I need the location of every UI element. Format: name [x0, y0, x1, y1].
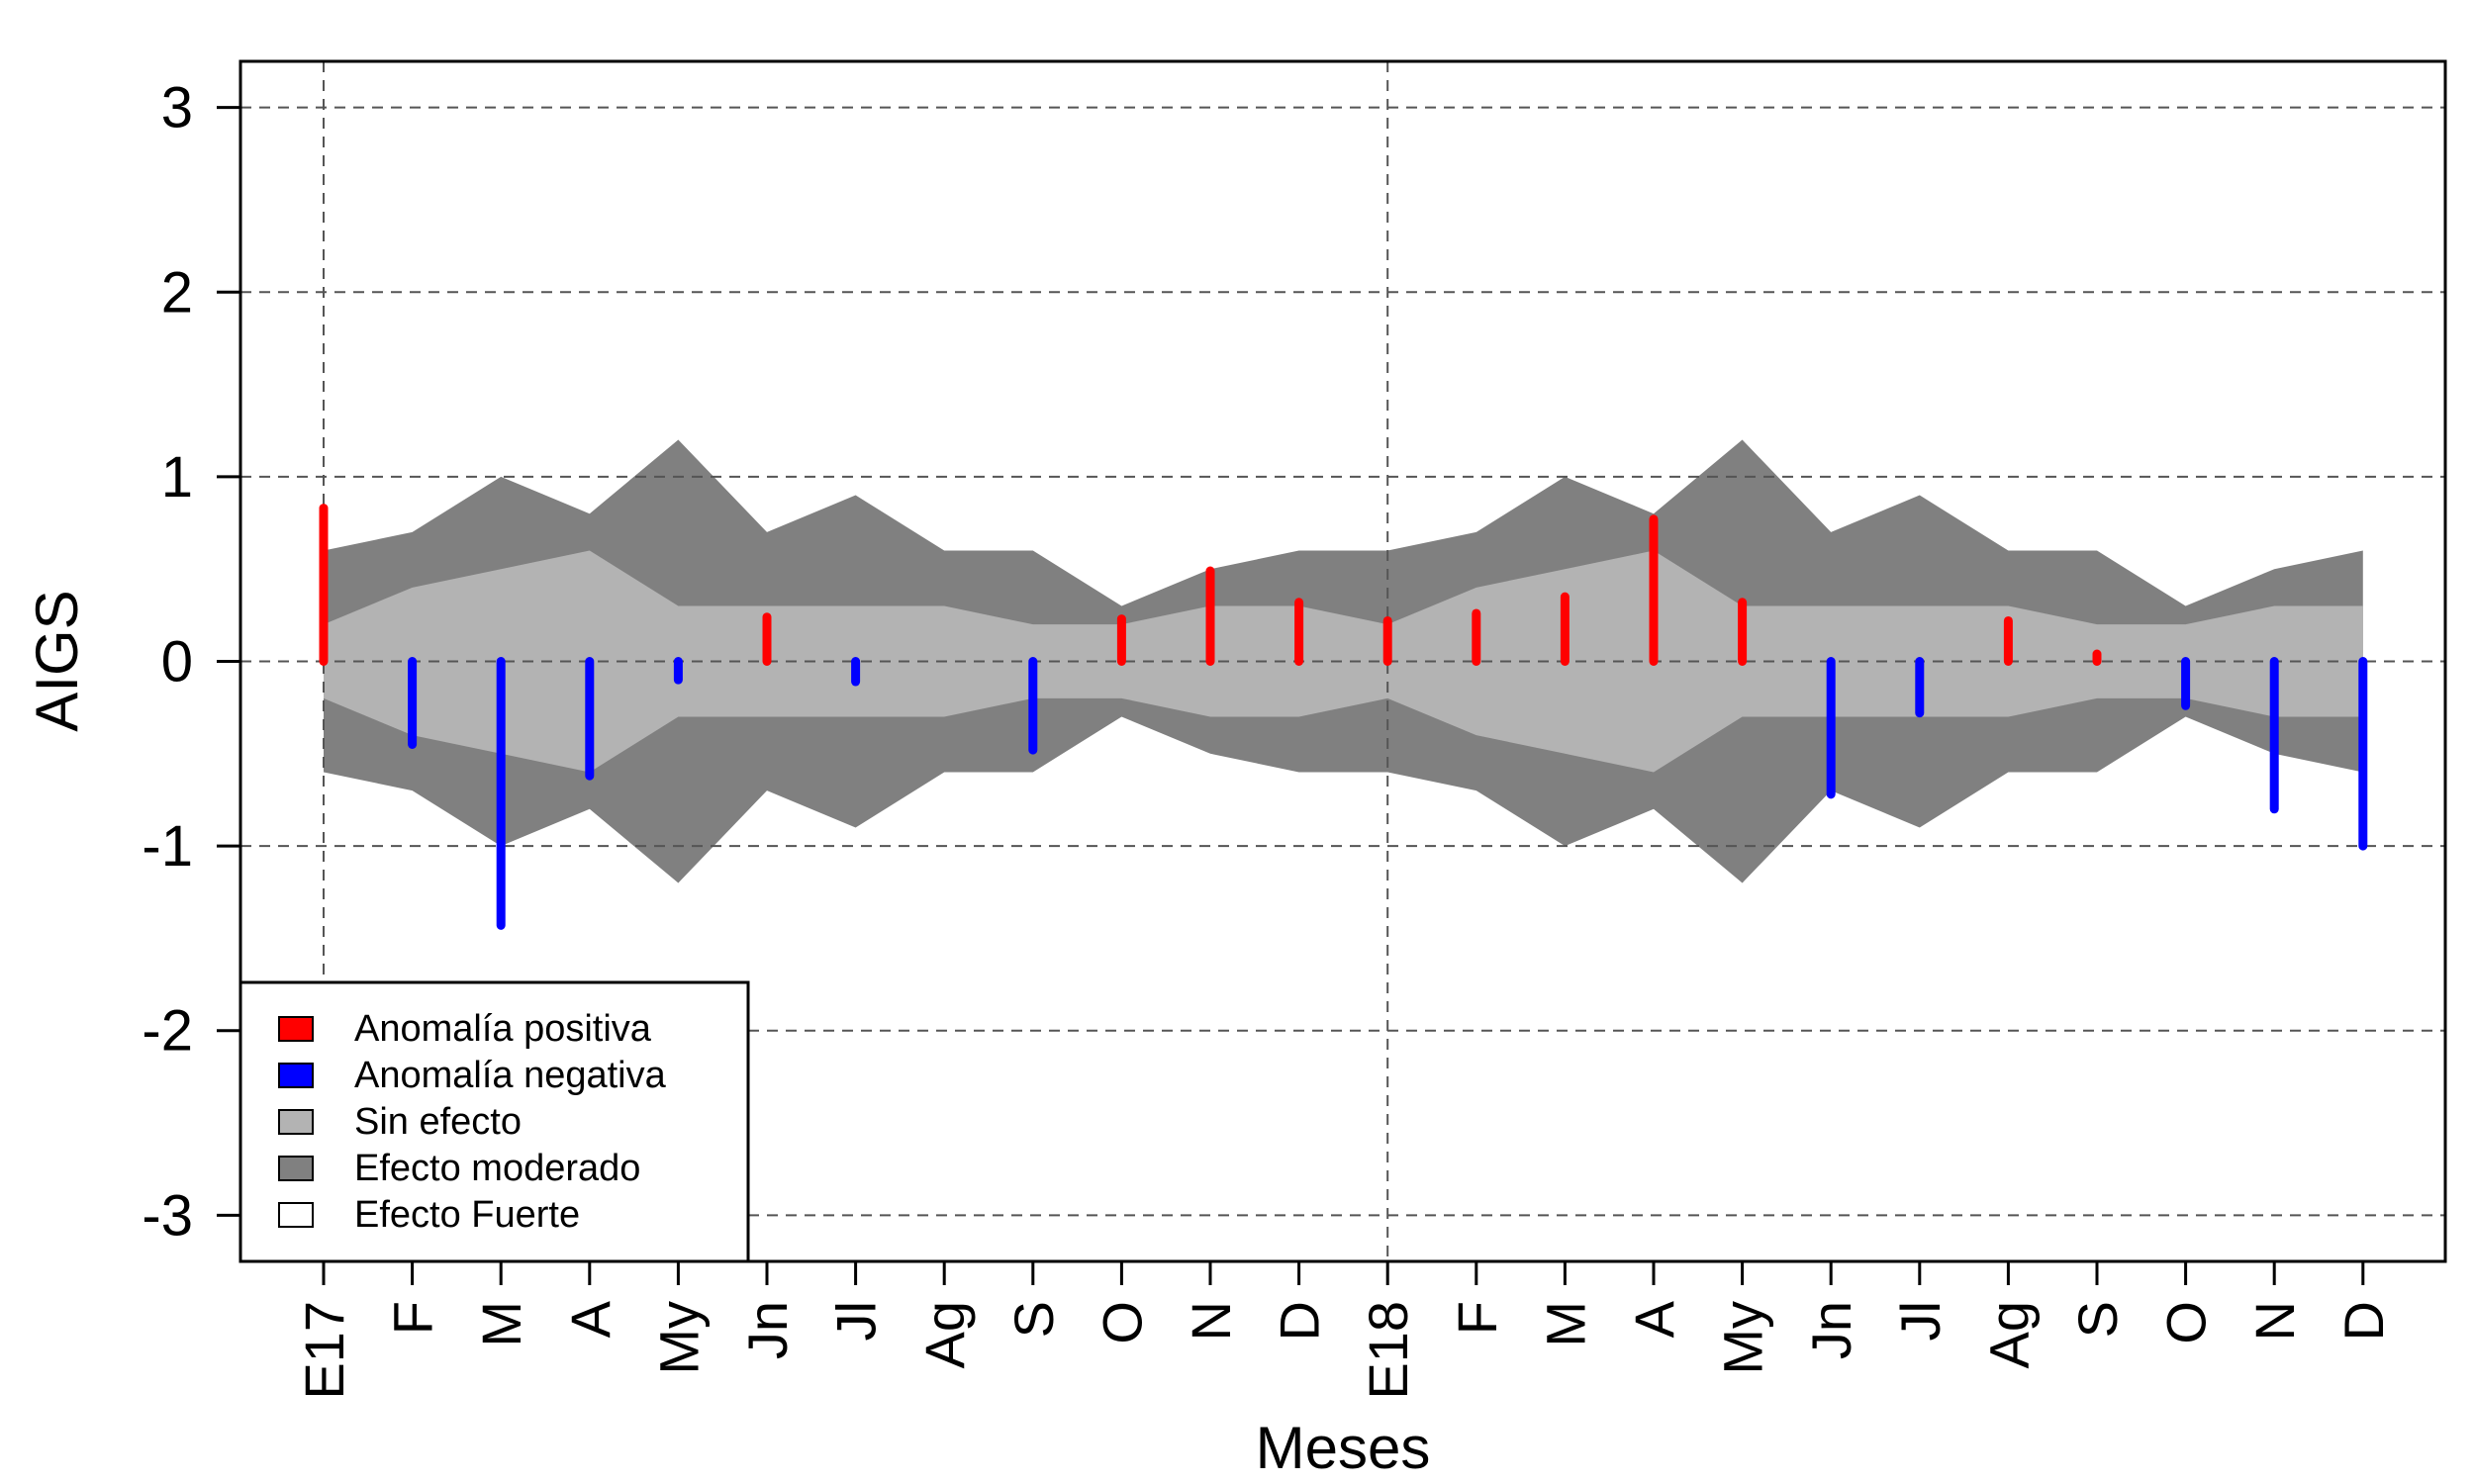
x-tick-label: D	[2332, 1301, 2395, 1341]
x-tick-label: M	[1534, 1301, 1596, 1347]
y-axis-title: AIGS	[24, 590, 90, 731]
y-tick-label: 3	[161, 76, 193, 140]
x-tick-label: A	[559, 1300, 621, 1338]
x-tick-label: E17	[293, 1301, 355, 1400]
x-tick-label: N	[2243, 1301, 2306, 1341]
x-tick-label: M	[470, 1301, 532, 1347]
anomaly-bars	[319, 504, 2368, 930]
x-tick-label: Jl	[1889, 1301, 1951, 1341]
x-tick-label: Ag	[913, 1301, 976, 1369]
y-tick-label: -2	[142, 999, 193, 1064]
legend-swatch-positive	[278, 1016, 314, 1042]
x-tick-label: Ag	[1977, 1301, 2040, 1369]
legend-label-fuerte: Efecto Fuerte	[354, 1194, 580, 1236]
x-tick-label: S	[2066, 1301, 2129, 1338]
y-tick-label: 2	[161, 260, 193, 325]
y-tick-label: -3	[142, 1183, 193, 1248]
x-tick-label: N	[1180, 1301, 1242, 1341]
legend-box	[238, 980, 750, 1263]
x-tick-label: Jn	[736, 1301, 799, 1359]
x-tick-label: O	[1091, 1301, 1153, 1345]
x-axis-title: Meses	[1256, 1415, 1431, 1481]
x-tick-label: F	[382, 1301, 444, 1335]
x-tick-label: S	[1002, 1301, 1065, 1338]
x-tick-label: Jn	[1800, 1301, 1862, 1359]
x-tick-label: My	[647, 1301, 710, 1375]
x-tick-label: Jl	[825, 1301, 888, 1341]
x-tick-label: O	[2155, 1301, 2218, 1345]
effect-bands	[324, 439, 2363, 883]
legend-label-moderado: Efecto moderado	[354, 1148, 640, 1189]
legend: Anomalía positiva Anomalía negativa Sin …	[238, 980, 750, 1263]
band-sin-efecto	[324, 550, 2363, 773]
y-tick-label: 1	[161, 445, 193, 510]
y-tick-label: -1	[142, 814, 193, 879]
legend-swatch-moderado	[278, 1156, 314, 1181]
x-axis: E17 F M A My Jn Jl Ag S O N D E18 F M A My Jn Jl Ag S O N D	[293, 1261, 2395, 1400]
legend-label-positive: Anomalía positiva	[354, 1008, 652, 1050]
y-tick-label: 0	[161, 630, 193, 695]
legend-swatch-sin-efecto	[278, 1109, 314, 1135]
legend-swatch-negative	[278, 1063, 314, 1088]
x-tick-label: D	[1269, 1301, 1331, 1341]
y-axis: -3 -2 -1 0 1 2 3	[142, 76, 240, 1248]
x-tick-label: E18	[1357, 1301, 1419, 1400]
legend-label-sin-efecto: Sin efecto	[354, 1101, 522, 1143]
x-tick-label: A	[1623, 1300, 1685, 1338]
x-tick-label: My	[1712, 1301, 1774, 1375]
legend-label-negative: Anomalía negativa	[354, 1055, 667, 1096]
x-tick-label: F	[1446, 1301, 1508, 1335]
legend-swatch-fuerte	[278, 1202, 314, 1228]
